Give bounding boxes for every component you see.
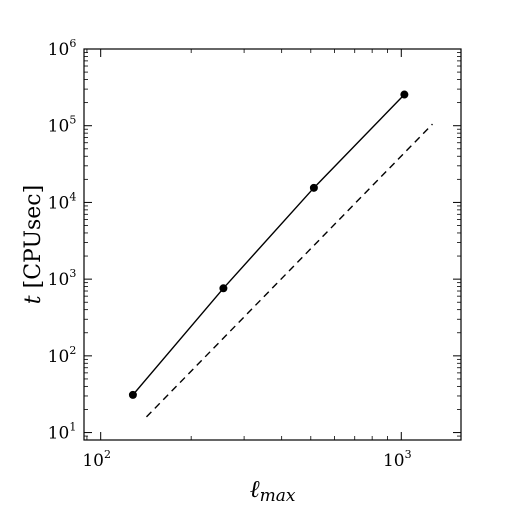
timing-series-line (132, 94, 405, 396)
y-tick-label: 104 (48, 190, 77, 213)
timing-data-point (219, 284, 228, 293)
minor-ticks-group (84, 49, 461, 441)
y-tick-label: 102 (48, 344, 77, 367)
series-group (128, 90, 433, 418)
timing-data-point (400, 90, 409, 99)
y-tick-label: 106 (48, 37, 77, 60)
x-axis-label: ℓmax (250, 475, 296, 506)
axis-labels-group: ℓmax t [CPUsec] (21, 185, 296, 506)
plot-frame-group (83, 48, 462, 441)
y-tick-label: 101 (48, 421, 77, 444)
y-axis-label: t [CPUsec] (21, 185, 46, 304)
y-tick-label: 103 (48, 267, 77, 290)
y-tick-label: 105 (48, 114, 77, 137)
major-ticks-group (84, 48, 461, 440)
dashed-reference-line (145, 123, 433, 418)
plot-frame (83, 48, 462, 441)
timing-data-point (309, 183, 318, 192)
x-tick-label: 103 (383, 448, 412, 471)
timing-data-point (128, 390, 137, 399)
x-tick-label: 102 (82, 448, 111, 471)
